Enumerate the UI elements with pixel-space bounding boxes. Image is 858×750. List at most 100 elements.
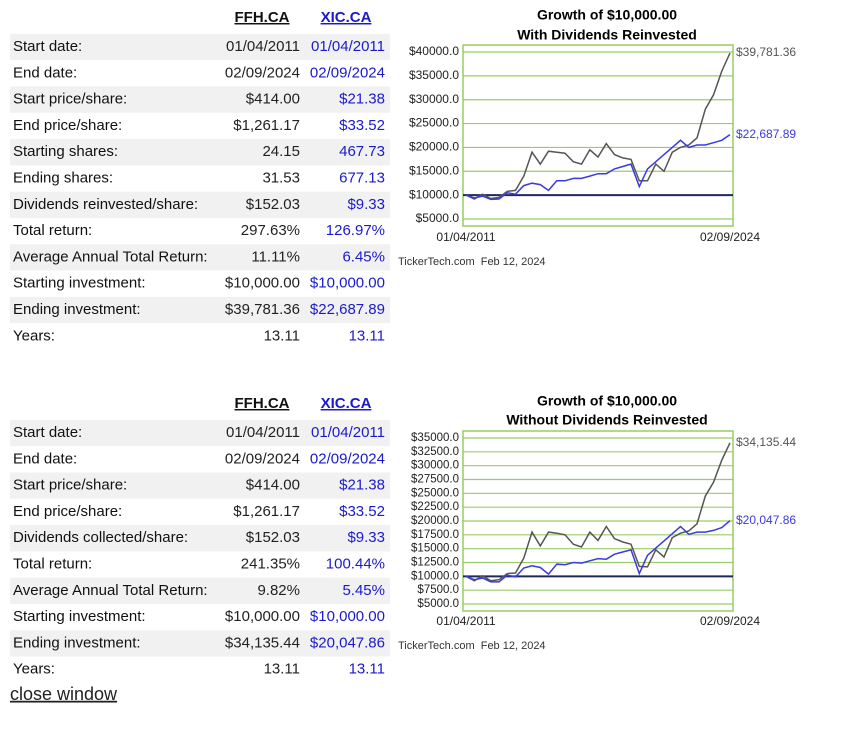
chart-title: Growth of $10,000.00 — [537, 7, 677, 23]
row-label: Start price/share: — [13, 477, 127, 494]
row-bg — [10, 296, 390, 324]
row-bg — [10, 525, 390, 552]
cell-value: $20,047.86 — [310, 634, 385, 651]
end-value-label: $20,047.86 — [736, 513, 796, 527]
row-label: Ending investment: — [13, 301, 141, 318]
cell-value: 13.11 — [264, 661, 300, 678]
row-label: Total return: — [13, 222, 92, 239]
row-label: Ending investment: — [13, 634, 141, 651]
row-label: Average Annual Total Return: — [13, 582, 208, 599]
plot-frame — [462, 44, 734, 227]
y-tick-label: $35000.0 — [409, 68, 459, 82]
cell-value: $1,261.17 — [233, 117, 300, 134]
cell-value: 13.11 — [349, 327, 385, 344]
column-header[interactable]: XIC.CA — [321, 395, 372, 412]
row-label: End date: — [13, 450, 77, 467]
y-tick-label: $27500.0 — [411, 474, 459, 486]
cell-value: 01/04/2011 — [311, 38, 385, 55]
row-bg — [10, 244, 390, 271]
y-tick-label: $12500.0 — [411, 557, 459, 569]
row-label: Starting investment: — [13, 275, 146, 292]
cell-value: 02/09/2024 — [225, 64, 300, 81]
y-tick-label: $35000.0 — [411, 432, 459, 444]
cell-value: 13.11 — [349, 661, 385, 678]
row-bg — [10, 419, 390, 447]
cell-value: 297.63% — [241, 222, 300, 239]
cell-value: 9.82% — [257, 582, 300, 599]
cell-value: $9.33 — [347, 196, 385, 213]
cell-value: $9.33 — [347, 529, 385, 546]
y-tick-label: $40000.0 — [409, 44, 459, 58]
y-tick-label: $15000.0 — [409, 163, 459, 177]
row-label: Average Annual Total Return: — [13, 248, 208, 265]
y-tick-label: $15000.0 — [411, 543, 459, 555]
cell-value: 13.11 — [264, 327, 300, 344]
cell-value: $21.38 — [339, 477, 385, 494]
chart-subtitle: With Dividends Reinvested — [517, 27, 697, 43]
row-bg — [10, 86, 390, 113]
end-value-label: $34,135.44 — [736, 435, 796, 449]
cell-value: 126.97% — [326, 222, 385, 239]
x-tick-label: 01/04/2011 — [436, 614, 495, 628]
cell-value: $33.52 — [339, 117, 385, 134]
cell-value: 01/04/2011 — [226, 38, 300, 55]
y-tick-label: $32500.0 — [411, 446, 459, 458]
y-tick-label: $17500.0 — [411, 529, 459, 541]
series-line — [465, 133, 731, 201]
row-label: Start date: — [13, 424, 82, 441]
row-label: Start date: — [13, 38, 82, 55]
chart-source: TickerTech.com Feb 12, 2024 — [398, 256, 546, 268]
cell-value: $39,781.36 — [225, 301, 300, 318]
column-header[interactable]: FFH.CA — [235, 9, 290, 26]
cell-value: 02/09/2024 — [225, 450, 300, 467]
cell-value: 24.15 — [262, 143, 300, 160]
row-label: Dividends reinvested/share: — [13, 196, 198, 213]
cell-value: 02/09/2024 — [310, 450, 385, 467]
row-label: End date: — [13, 64, 77, 81]
cell-value: $152.03 — [246, 529, 300, 546]
y-tick-label: $5000.0 — [417, 598, 459, 610]
row-label: Years: — [13, 327, 55, 344]
row-label: Starting shares: — [13, 143, 118, 160]
y-tick-label: $10000.0 — [411, 570, 459, 582]
cell-value: $1,261.17 — [233, 503, 300, 520]
chart-title: Growth of $10,000.00 — [537, 393, 677, 409]
y-tick-label: $25000.0 — [411, 487, 459, 499]
row-bg — [10, 577, 390, 604]
cell-value: $21.38 — [339, 91, 385, 108]
x-tick-label: 01/04/2011 — [436, 230, 495, 244]
row-label: Dividends collected/share: — [13, 529, 188, 546]
column-header[interactable]: XIC.CA — [321, 9, 372, 26]
cell-value: 6.45% — [342, 248, 385, 265]
row-bg — [10, 472, 390, 499]
cell-value: 01/04/2011 — [311, 424, 385, 441]
cell-value: 02/09/2024 — [310, 64, 385, 81]
chart-source: TickerTech.com Feb 12, 2024 — [398, 640, 546, 652]
row-bg — [10, 630, 390, 657]
row-label: Starting investment: — [13, 608, 146, 625]
y-tick-label: $30000.0 — [409, 92, 459, 106]
row-bg — [10, 139, 390, 166]
y-tick-label: $25000.0 — [409, 116, 459, 130]
cell-value: 467.73 — [339, 143, 385, 160]
row-label: Start price/share: — [13, 91, 127, 108]
cell-value: $10,000.00 — [225, 608, 300, 625]
row-bg — [10, 33, 390, 61]
end-value-label: $22,687.89 — [736, 127, 796, 141]
close-link[interactable]: close window — [10, 684, 118, 704]
cell-value: $10,000.00 — [225, 275, 300, 292]
column-header[interactable]: FFH.CA — [235, 395, 290, 412]
end-value-label: $39,781.36 — [736, 45, 796, 59]
y-tick-label: $7500.0 — [417, 584, 459, 596]
cell-value: $152.03 — [246, 196, 300, 213]
cell-value: $10,000.00 — [310, 275, 385, 292]
series-line — [465, 52, 731, 200]
cell-value: 31.53 — [262, 169, 300, 186]
cell-value: $414.00 — [246, 477, 300, 494]
cell-value: 241.35% — [241, 555, 300, 572]
cell-value: 100.44% — [326, 555, 385, 572]
y-tick-label: $20000.0 — [411, 515, 459, 527]
y-tick-label: $5000.0 — [416, 211, 460, 225]
